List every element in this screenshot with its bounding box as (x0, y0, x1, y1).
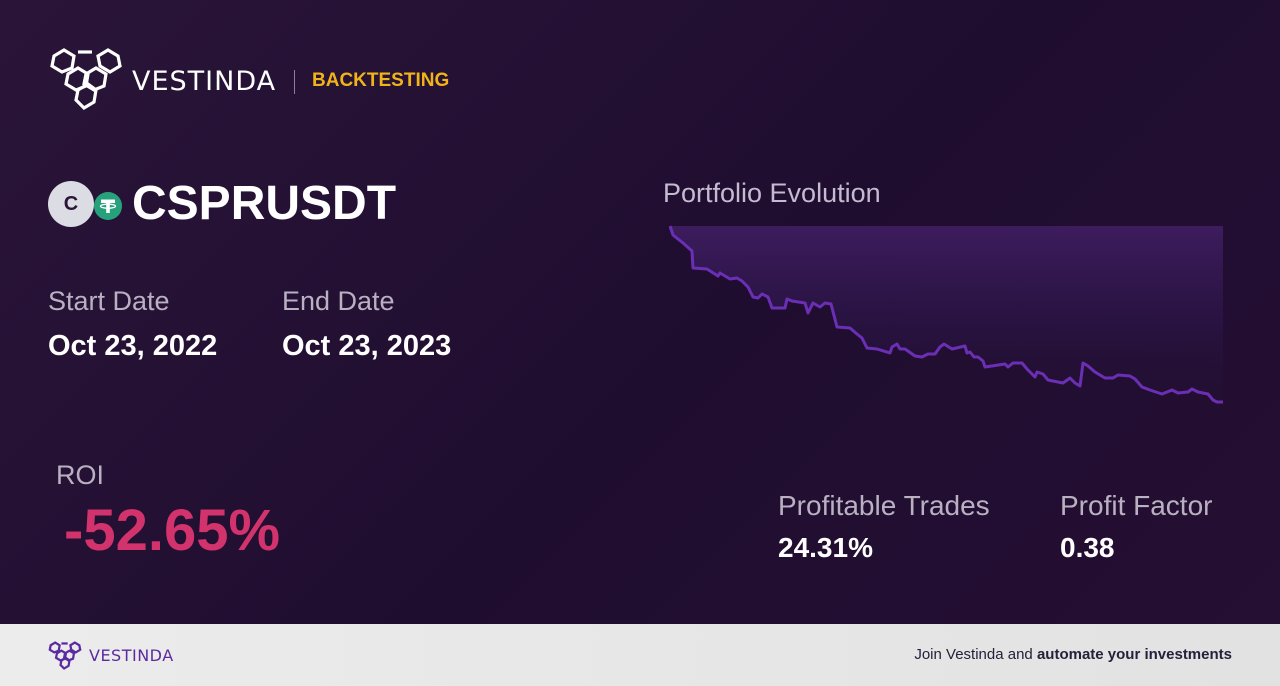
profitable-trades-value: 24.31% (778, 532, 873, 563)
section-tag: BACKTESTING (312, 70, 450, 91)
backtest-card: VESTINDA BACKTESTING C CSPRUSDT Start Da… (0, 0, 1280, 624)
hexagon-cluster-logo-icon (50, 48, 122, 111)
roi-label: ROI (56, 460, 105, 490)
footer-cta-link[interactable]: Join Vestinda and automate your investme… (914, 646, 1232, 663)
end-date-label: End Date (282, 286, 395, 316)
profitable-trades: Profitable Trades 24.31% (778, 490, 990, 564)
profit-factor-value: 0.38 (1060, 532, 1115, 563)
profitable-trades-label: Profitable Trades (778, 490, 990, 521)
chart-line (668, 225, 1223, 404)
start-date-label: Start Date (48, 286, 170, 316)
roi-block: ROI -52.65% (56, 460, 280, 564)
roi-value: -52.65% (64, 498, 281, 563)
profit-factor-label: Profit Factor (1060, 490, 1213, 521)
end-date-value: Oct 23, 2023 (282, 330, 452, 362)
trading-pair: C CSPRUSDT (48, 177, 448, 230)
end-date: End Date Oct 23, 2023 (282, 286, 451, 363)
footer-brand-name: VESTINDA (89, 646, 174, 665)
chart-title: Portfolio Evolution (663, 178, 881, 208)
cta-bold: automate your investments (1036, 646, 1232, 663)
start-date-value: Oct 23, 2022 (48, 330, 218, 362)
pair-symbol: CSPRUSDT (132, 177, 397, 230)
profit-factor: Profit Factor 0.38 (1060, 490, 1212, 564)
portfolio-evolution-chart (668, 225, 1223, 404)
start-date: Start Date Oct 23, 2022 (48, 286, 217, 363)
tether-coin-icon (94, 192, 122, 220)
cta-prefix: Join Vestinda and (914, 646, 1037, 663)
casper-coin-icon: C (48, 181, 94, 227)
chart-area-fill (670, 226, 1223, 402)
brand-divider (294, 70, 295, 94)
footer-bar: VESTINDA Join Vestinda and automate your… (0, 624, 1280, 686)
brand-name: VESTINDA (132, 66, 277, 97)
hexagon-cluster-logo-icon (48, 641, 82, 670)
